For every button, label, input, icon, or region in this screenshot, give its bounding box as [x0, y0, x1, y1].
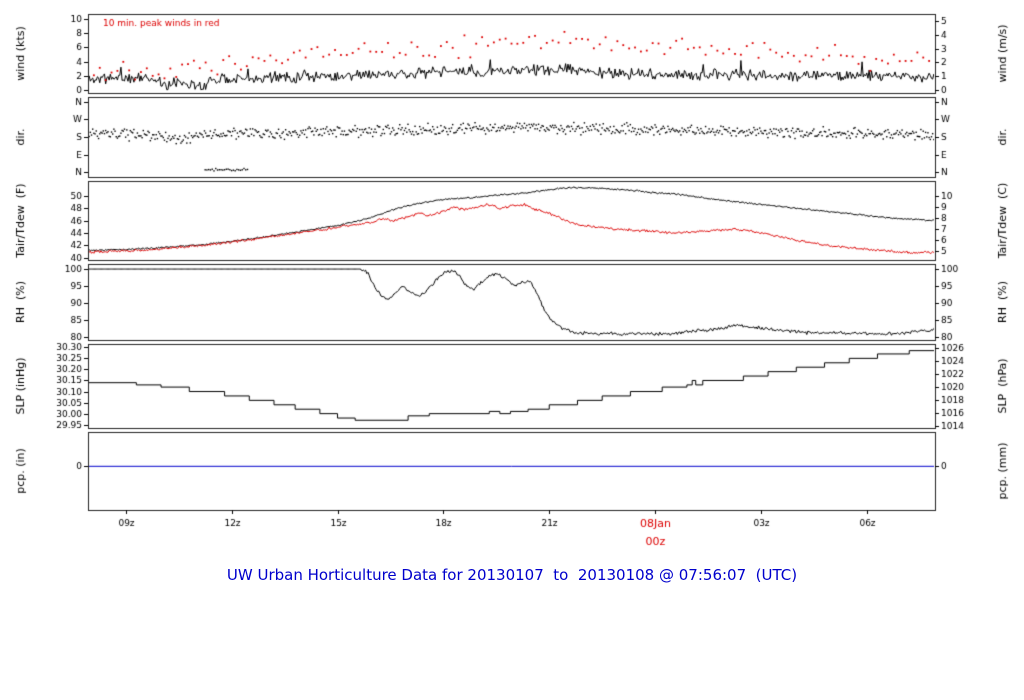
meteogram-canvas	[0, 0, 1024, 560]
chart-title: UW Urban Horticulture Data for 20130107 …	[226, 566, 798, 584]
